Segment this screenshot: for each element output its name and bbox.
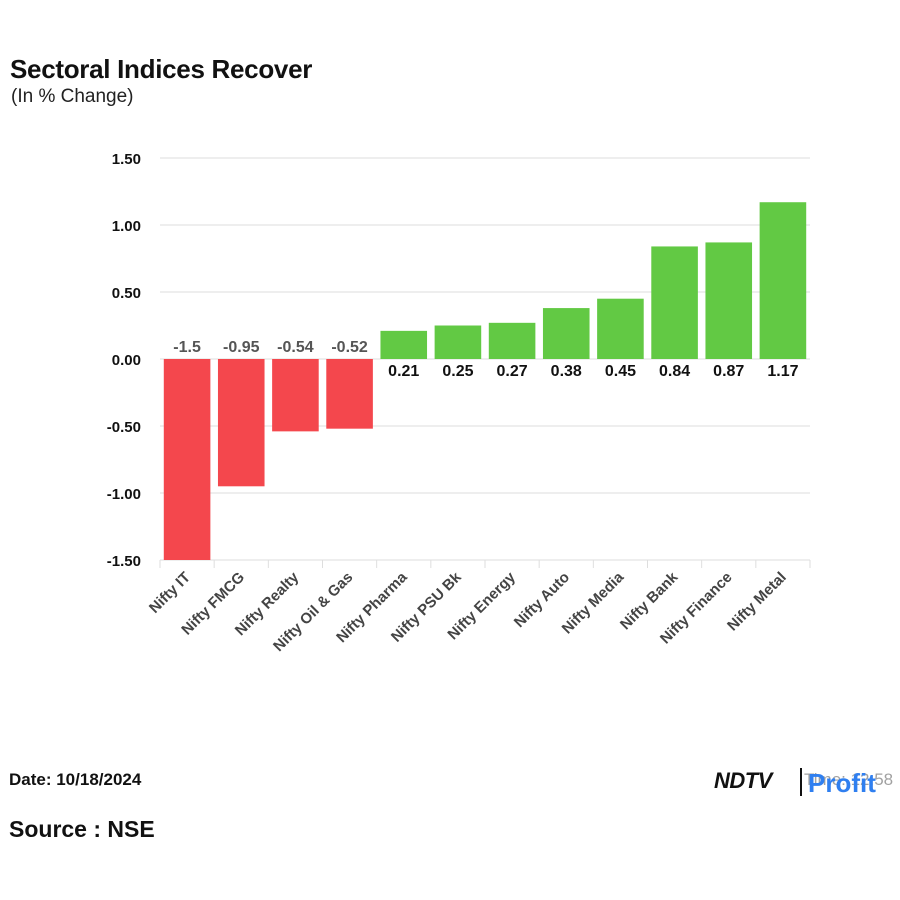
x-tick-label: Nifty IT: [146, 569, 194, 617]
bar: [217, 359, 265, 487]
bar: [272, 359, 319, 432]
bar: [705, 242, 753, 359]
bar: [434, 325, 482, 359]
y-tick-label: -1.50: [107, 553, 141, 570]
value-label: 0.87: [713, 363, 744, 380]
value-label: 0.84: [659, 363, 690, 380]
y-tick-label: 0.50: [112, 285, 141, 302]
y-tick-label: 0.00: [112, 352, 141, 369]
value-label: 0.45: [605, 363, 636, 380]
bar: [163, 359, 211, 560]
value-label: 0.27: [497, 363, 528, 380]
value-label: 0.25: [442, 363, 473, 380]
logo-separator: [800, 768, 802, 796]
date-label: Date: 10/18/2024: [9, 770, 142, 789]
bar: [380, 330, 428, 359]
x-tick-label: Nifty Metal: [724, 569, 790, 635]
y-tick-label: 1.50: [112, 151, 141, 168]
chart-subtitle: (In % Change): [11, 86, 134, 107]
bar: [488, 322, 536, 359]
value-labels: -1.5 -0.95 -0.54 -0.52 0.21 0.25 0.27 0.38 0.45 0…: [173, 339, 798, 380]
y-tick-label: -0.50: [107, 419, 141, 436]
value-label: -0.52: [331, 339, 368, 356]
bars: [163, 202, 807, 560]
bar: [326, 359, 373, 429]
y-tick-label: 1.00: [112, 218, 141, 235]
bar: [597, 298, 644, 359]
value-label: -0.54: [277, 339, 314, 356]
bar: [542, 308, 590, 359]
logo-product-text: Profit: [808, 768, 876, 798]
value-label: 1.17: [767, 363, 798, 380]
chart-title: Sectoral Indices Recover: [10, 54, 313, 84]
value-label: 0.21: [388, 363, 419, 380]
value-label: -0.95: [223, 339, 260, 356]
y-axis-tick-labels: 1.50 1.00 0.50 0.00 -0.50 -1.00 -1.50: [107, 151, 141, 570]
logo-brand-text: NDTV: [714, 768, 772, 793]
source-label: Source : NSE: [9, 816, 155, 842]
bar: [651, 246, 698, 359]
value-label: -1.5: [173, 339, 201, 356]
bar: [759, 202, 807, 359]
value-label: 0.38: [551, 363, 582, 380]
grid-lines: [159, 157, 811, 568]
logo-overlay-text: Time: 12:58: [804, 770, 894, 789]
y-tick-label: -1.00: [107, 486, 141, 503]
ndtv-profit-logo: NDTV Time: 12:58 Profit: [714, 766, 894, 800]
